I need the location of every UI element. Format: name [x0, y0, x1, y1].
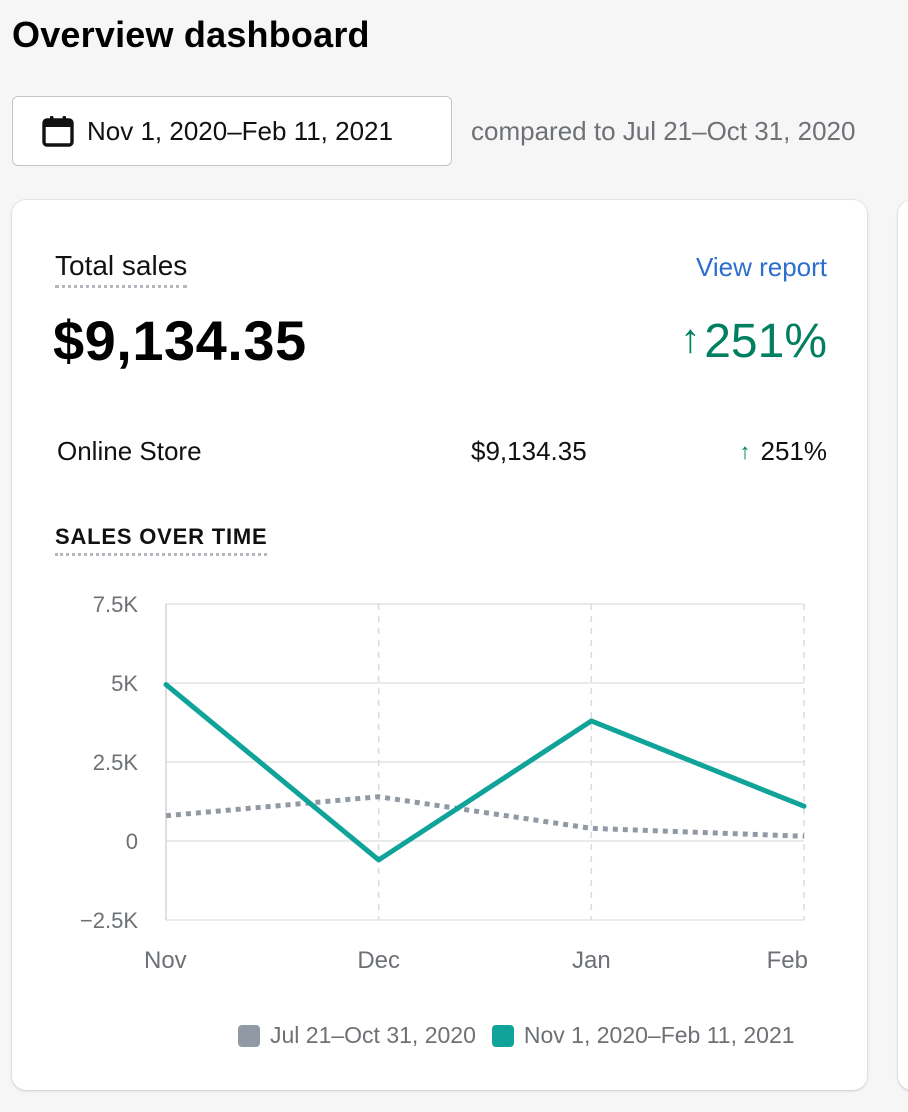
arrow-up-icon: ↑: [680, 317, 701, 361]
next-card-edge: [898, 200, 908, 1090]
total-sales-card: Total sales View report $9,134.35 ↑ 251%…: [12, 200, 867, 1090]
card-title[interactable]: Total sales: [55, 250, 188, 288]
series-line-current: [163, 682, 807, 863]
series-line-previous: [165, 794, 805, 839]
legend-label-previous: Jul 21–Oct 31, 2020: [270, 1022, 476, 1048]
legend-swatch-previous: [238, 1024, 260, 1047]
y-tick-label: 0: [126, 829, 138, 854]
breakdown-change-value: 251%: [760, 436, 828, 466]
page-title: Overview dashboard: [12, 14, 370, 55]
date-range-label: Nov 1, 2020–Feb 11, 2021: [87, 115, 393, 146]
view-report-link[interactable]: View report: [695, 252, 827, 282]
chart-heading[interactable]: SALES OVER TIME: [55, 524, 268, 556]
legend-item-previous[interactable]: Jul 21–Oct 31, 2020: [238, 1022, 476, 1049]
arrow-up-icon: ↑: [739, 438, 751, 464]
x-tick-label: Dec: [357, 947, 400, 974]
total-sales-change: ↑ 251%: [680, 314, 827, 369]
breakdown-channel-value: $9,134.35: [471, 436, 587, 466]
comparison-period-text: compared to Jul 21–Oct 31, 2020: [471, 116, 856, 146]
legend-swatch-current: [491, 1024, 514, 1047]
breakdown-channel-change: ↑ 251%: [740, 436, 828, 467]
legend-item-current[interactable]: Nov 1, 2020–Feb 11, 2021: [491, 1022, 795, 1049]
calendar-icon: [41, 114, 75, 148]
y-tick-label: 2.5K: [93, 750, 139, 775]
total-sales-amount: $9,134.35: [53, 309, 307, 372]
breakdown-row-online-store: Online Store $9,134.35 ↑ 251%: [57, 436, 827, 472]
total-change-value: 251%: [704, 315, 827, 368]
y-tick-label: 5K: [111, 671, 138, 696]
breakdown-channel-name: Online Store: [57, 436, 202, 466]
chart-legend: Jul 21–Oct 31, 2020 Nov 1, 2020–Feb 11, …: [238, 1022, 811, 1049]
date-range-picker-button[interactable]: Nov 1, 2020–Feb 11, 2021: [12, 96, 452, 166]
x-tick-label: Jan: [572, 947, 611, 974]
x-tick-label: Nov: [144, 947, 187, 974]
y-tick-label: 7.5K: [93, 592, 139, 617]
x-tick-label: Feb: [767, 947, 808, 974]
sales-over-time-chart: −2.5K 0 2.5K 5K 7.5K Nov Dec Jan Feb: [80, 592, 808, 974]
legend-label-current: Nov 1, 2020–Feb 11, 2021: [523, 1022, 795, 1048]
y-tick-label: −2.5K: [80, 908, 138, 933]
